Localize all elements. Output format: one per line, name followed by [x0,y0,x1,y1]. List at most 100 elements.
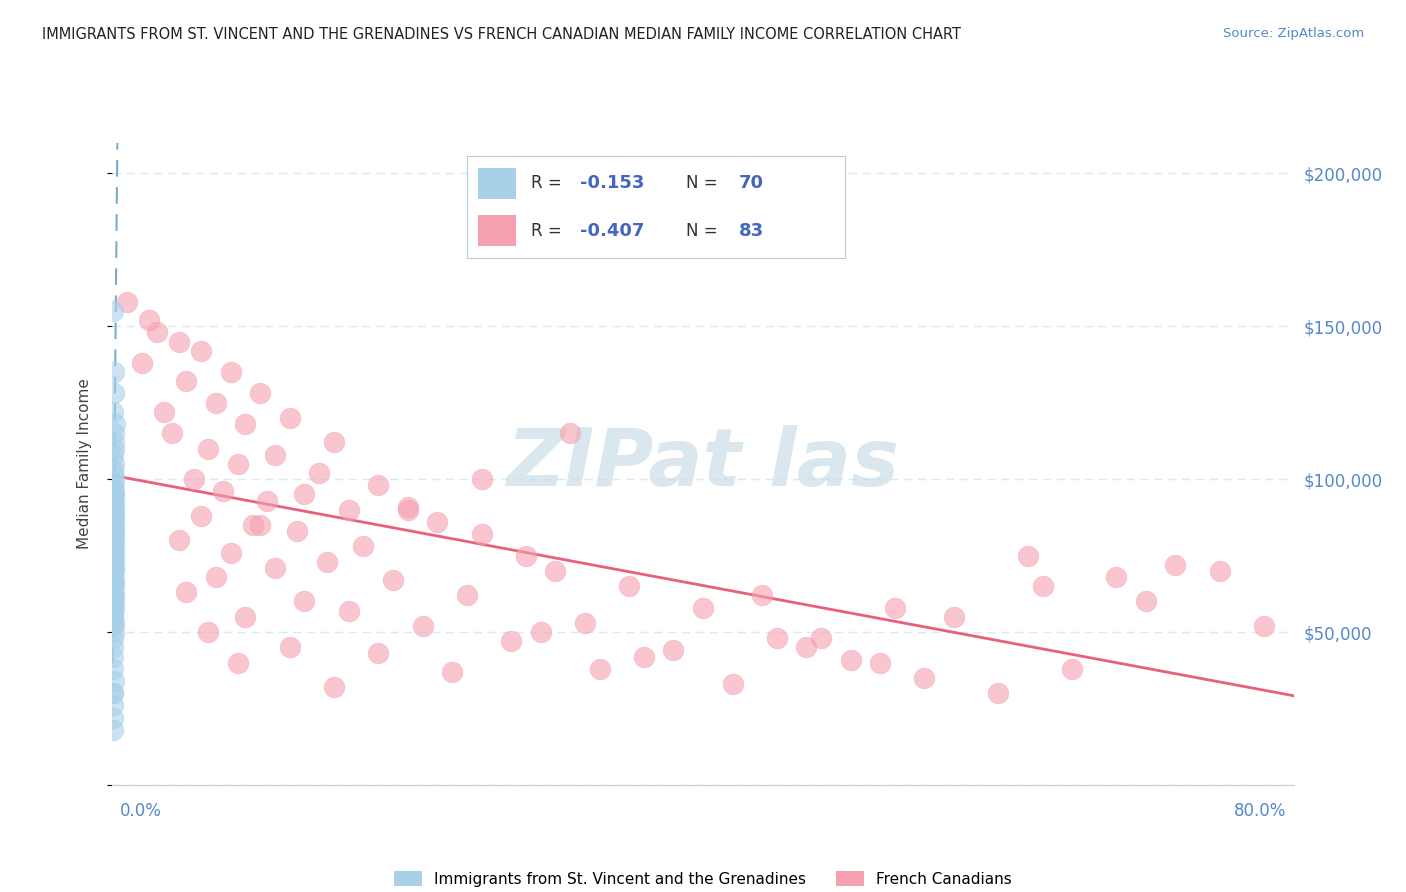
Point [515,549,537,563]
Point [426,515,449,529]
Point [101,448,124,462]
Legend: Immigrants from St. Vincent and the Grenadines, French Canadians: Immigrants from St. Vincent and the Gren… [388,864,1018,892]
Point [212,484,235,499]
Text: ZIPat las: ZIPat las [506,425,900,503]
Point [101,711,124,725]
Point [501,634,523,648]
Point [233,417,256,431]
Point [396,502,419,516]
Point [103,615,125,630]
Point [1105,570,1128,584]
Point [103,576,125,591]
Point [103,365,125,379]
Point [174,585,197,599]
Point [1208,564,1232,578]
Point [103,491,125,505]
Point [103,527,125,541]
Point [205,395,228,409]
Point [103,604,125,618]
Point [1032,579,1054,593]
Point [315,555,337,569]
Point [103,686,125,700]
Point [219,365,242,379]
Point [103,588,125,602]
Point [103,686,125,700]
Point [103,502,125,516]
Point [544,564,567,578]
Point [103,497,125,511]
Point [1135,594,1157,608]
Point [884,600,907,615]
Point [308,466,330,480]
Point [470,527,494,541]
Point [103,518,125,533]
Point [131,356,153,370]
Point [160,426,183,441]
Point [103,549,125,563]
Point [412,619,434,633]
Point [796,640,818,655]
Point [692,600,714,615]
Point [914,671,936,685]
Point [103,426,125,441]
Point [721,677,744,691]
Text: 80.0%: 80.0% [1234,802,1286,820]
Point [103,405,125,419]
Point [103,566,125,581]
Point [560,426,582,441]
Point [456,588,478,602]
Point [470,472,494,486]
Point [103,475,125,490]
Point [810,631,832,645]
Point [103,481,125,495]
Point [633,649,655,664]
Point [278,640,301,655]
Point [103,457,125,471]
Point [103,463,125,477]
Point [103,540,125,554]
Point [103,304,125,318]
Point [323,435,346,450]
Point [103,542,125,557]
Point [197,442,219,456]
Point [103,662,125,676]
Point [869,656,891,670]
Point [103,487,125,501]
Point [242,518,264,533]
Point [103,573,125,587]
Point [264,448,287,462]
Point [146,326,169,340]
Point [183,472,205,486]
Point [103,545,125,559]
Point [751,588,773,602]
Point [285,524,308,538]
Point [337,604,360,618]
Point [1062,662,1084,676]
Point [367,478,389,492]
Point [103,493,125,508]
Point [662,643,685,657]
Point [103,512,125,526]
Point [256,493,278,508]
Point [1017,549,1039,563]
Point [219,545,242,559]
Point [226,656,249,670]
Point [233,609,256,624]
Point [103,579,125,593]
Point [197,625,219,640]
Point [190,343,212,358]
Point [167,334,190,349]
Point [103,723,125,737]
Point [103,673,125,688]
Point [942,609,965,624]
Point [101,607,124,621]
Point [588,662,610,676]
Point [103,613,125,627]
Point [352,540,374,554]
Point [1164,558,1187,572]
Point [1253,619,1275,633]
Y-axis label: Median Family Income: Median Family Income [77,378,91,549]
Point [103,619,125,633]
Point [367,647,389,661]
Point [292,594,315,608]
